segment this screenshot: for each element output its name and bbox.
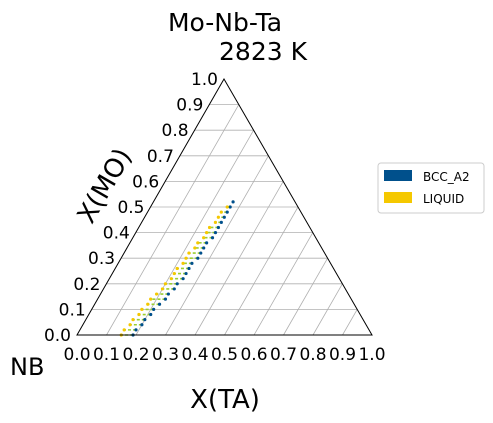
left-tick-label: 0.1 — [59, 300, 86, 320]
left-tick-label: 0.7 — [147, 147, 174, 167]
point-liquid — [146, 302, 150, 306]
point-liquid — [137, 312, 141, 317]
left-tick-label: 0.8 — [162, 121, 189, 141]
point-bcc-a2 — [149, 312, 153, 317]
point-liquid — [216, 215, 220, 219]
data-points — [119, 200, 235, 337]
bottom-tick-label: 0.2 — [122, 345, 149, 365]
bottom-tick-label: 0.7 — [270, 345, 297, 365]
point-bcc-a2 — [202, 246, 206, 250]
point-bcc-a2 — [181, 277, 185, 281]
point-bcc-a2 — [205, 241, 209, 245]
point-bcc-a2 — [163, 297, 168, 301]
point-bcc-a2 — [134, 328, 138, 332]
bottom-tick-label: 0.5 — [211, 345, 238, 365]
point-liquid — [196, 241, 200, 245]
point-liquid — [163, 282, 167, 286]
legend-label-liquid: LIQUID — [423, 192, 464, 206]
point-bcc-a2 — [225, 210, 229, 214]
bottom-tick-label: 0.4 — [181, 345, 208, 365]
point-bcc-a2 — [166, 292, 170, 296]
grid-line — [106, 104, 240, 336]
point-bcc-a2 — [213, 231, 218, 235]
legend-swatch-liquid — [384, 192, 412, 203]
point-bcc-a2 — [199, 251, 203, 255]
point-liquid — [131, 318, 135, 322]
point-liquid — [181, 261, 185, 265]
point-bcc-a2 — [190, 261, 194, 265]
point-bcc-a2 — [184, 271, 188, 276]
grid-line — [283, 258, 328, 336]
left-tick-label: 0.5 — [117, 198, 144, 218]
chart-subtitle: 2823 K — [219, 37, 308, 66]
point-bcc-a2 — [172, 287, 176, 291]
point-liquid — [207, 225, 212, 230]
legend-swatch-bcc-a2 — [384, 170, 412, 181]
point-bcc-a2 — [152, 307, 156, 311]
point-liquid — [202, 236, 206, 240]
point-liquid — [149, 297, 153, 301]
point-bcc-a2 — [175, 282, 179, 286]
left-tick-label: 0.9 — [176, 96, 203, 116]
point-liquid — [225, 205, 229, 209]
bottom-tick-label: 0.6 — [240, 345, 267, 365]
point-bcc-a2 — [196, 256, 200, 260]
left-tick-label: 0.4 — [103, 224, 130, 244]
bottom-tick-label: 0.9 — [329, 345, 356, 365]
grid-line — [253, 232, 314, 336]
left-tick-label: 0.2 — [73, 275, 100, 295]
point-liquid — [154, 292, 159, 296]
point-liquid — [160, 287, 165, 291]
point-liquid — [140, 307, 144, 311]
left-tick-label: 1.0 — [191, 70, 218, 90]
point-liquid — [172, 271, 176, 276]
left-tick-label: 0.0 — [44, 326, 71, 346]
point-liquid — [213, 220, 218, 224]
left-axis-ticks: 0.0 0.1 0.2 0.3 0.4 0.5 0.6 0.7 0.8 0.9 1.0 — [44, 70, 218, 346]
bottom-axis-label: X(TA) — [190, 385, 260, 415]
point-liquid — [187, 251, 191, 255]
bottom-tick-label: 0.3 — [152, 345, 179, 365]
point-bcc-a2 — [210, 236, 215, 240]
triangle-frame — [76, 77, 373, 336]
point-liquid — [175, 266, 179, 271]
point-bcc-a2 — [216, 225, 220, 230]
point-liquid — [122, 328, 126, 332]
point-bcc-a2 — [187, 266, 191, 271]
point-bcc-a2 — [219, 220, 223, 224]
grid-lines — [91, 104, 358, 336]
point-liquid — [219, 210, 223, 214]
point-bcc-a2 — [157, 302, 162, 306]
tie-lines — [121, 206, 231, 336]
bottom-tick-label: 0.0 — [63, 345, 90, 365]
chart-title: Mo-Nb-Ta — [168, 8, 282, 37]
point-bcc-a2 — [228, 205, 232, 209]
point-bcc-a2 — [231, 200, 235, 204]
point-liquid — [169, 277, 173, 281]
bottom-axis-ticks: 0.0 0.1 0.2 0.3 0.4 0.5 0.6 0.7 0.8 0.9 1.0 — [63, 345, 385, 365]
grid-line — [165, 155, 269, 336]
bottom-tick-label: 1.0 — [358, 345, 385, 365]
point-bcc-a2 — [140, 323, 144, 327]
point-liquid — [184, 256, 188, 260]
grid-line — [342, 309, 358, 336]
left-tick-label: 0.6 — [132, 172, 159, 192]
point-liquid — [128, 323, 132, 327]
legend: BCC_A2 LIQUID — [377, 162, 485, 214]
grid-line — [224, 206, 299, 336]
left-tick-label: 0.3 — [88, 249, 115, 269]
bottom-tick-label: 0.1 — [93, 345, 120, 365]
point-liquid — [205, 231, 209, 235]
point-liquid — [193, 246, 197, 250]
grid-line — [312, 283, 343, 336]
bottom-tick-label: 0.8 — [299, 345, 326, 365]
legend-label-bcc-a2: BCC_A2 — [423, 170, 470, 184]
corner-label-nb: NB — [10, 353, 44, 381]
point-bcc-a2 — [222, 215, 226, 219]
point-bcc-a2 — [143, 318, 147, 322]
